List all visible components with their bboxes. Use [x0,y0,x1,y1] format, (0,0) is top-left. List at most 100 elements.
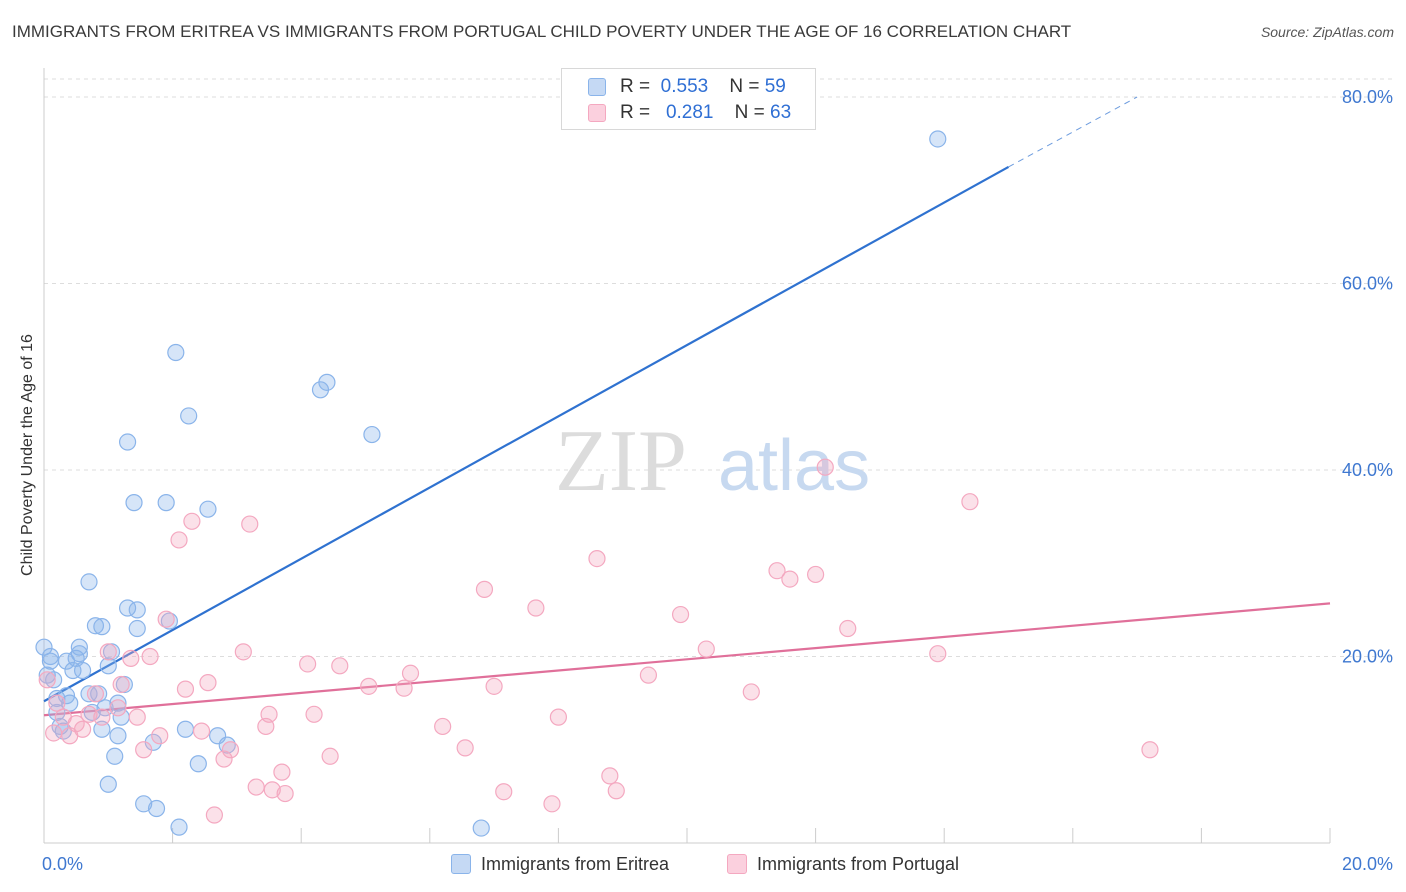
eritrea-point [929,130,947,148]
portugal-point [543,795,561,813]
y-tick-label: 40.0% [1342,460,1393,480]
portugal-point [485,677,503,695]
portugal-point [1141,741,1159,759]
bottom-legend-label-eritrea: Immigrants from Eritrea [481,853,670,874]
bottom-legend-eritrea: Immigrants from Eritrea [451,852,669,876]
legend-r-label: R = [620,102,651,123]
eritrea-point [70,645,88,663]
eritrea-point [199,500,217,518]
legend-row-eritrea: R = 0.553 N = 59 [588,75,786,99]
portugal-point [806,565,825,584]
eritrea-point [57,652,76,670]
portugal-point [495,783,513,801]
eritrea-point [109,694,127,712]
portugal-point [122,649,140,667]
eritrea-point [472,819,490,837]
eritrea-point [363,425,381,444]
portugal-point [816,458,834,476]
legend-n-value-eritrea: 59 [764,76,786,97]
portugal-point [549,708,568,726]
portugal-point [475,580,494,598]
portugal-point [38,671,56,689]
portugal-point [331,657,349,675]
y-tick-label: 60.0% [1342,274,1393,294]
portugal-point [112,675,130,694]
eritrea-point [70,638,88,656]
chart-title: IMMIGRANTS FROM ERITREA VS IMMIGRANTS FR… [12,22,1072,41]
eritrea-point [218,736,236,754]
portugal-point [151,727,169,745]
portugal-point [929,645,947,663]
portugal-point [234,643,252,661]
portugal-point [128,708,146,726]
portugal-point [170,531,188,549]
portugal-point [80,705,98,723]
portugal-point [199,674,217,692]
eritrea-point [73,661,92,680]
eritrea-point [128,619,146,638]
eritrea-point [106,747,124,765]
x-axis-tick-labels: 0.0% 20.0% [42,854,1393,874]
legend-n-value-portugal: 63 [770,102,792,123]
portugal-point [247,778,265,796]
portugal-point [176,680,195,698]
watermark-zip: ZIP [555,413,687,510]
legend-swatch-eritrea [588,78,606,96]
x-tick-label: 20.0% [1342,854,1393,874]
y-tick-label: 20.0% [1342,647,1393,667]
eritrea-point [135,795,153,813]
eritrea-point [86,617,105,635]
portugal-point [263,781,281,799]
portugal-point [109,699,127,717]
eritrea-point [125,494,143,512]
portugal-point [961,493,979,511]
portugal-point [697,640,715,658]
portugal-point [601,767,619,785]
portugal-point [401,664,420,682]
portugal-point [135,741,153,759]
eritrea-point [157,494,175,512]
x-axis-ticks [43,828,1331,843]
portugal-point [434,717,452,736]
eritrea-point [35,638,53,656]
eritrea-point [170,818,188,836]
portugal-point [99,643,117,661]
data-points [35,130,1159,837]
portugal-point [273,763,291,781]
legend-swatch-portugal [588,104,606,122]
legend-r-value-portugal: 0.281 [665,102,714,123]
portugal-point [48,694,66,712]
eritrea-point [99,657,117,675]
legend-n-label: N = [729,76,760,97]
portugal-point [192,722,211,740]
y-axis-label: Child Poverty Under the Age of 16 [19,334,36,576]
portugal-point [205,806,223,824]
eritrea-point [93,720,111,738]
eritrea-point [80,573,98,591]
legend: R = 0.553 N = 59 R = 0.281 N = 63 [561,68,816,130]
portugal-point [276,784,294,803]
portugal-point [607,782,625,800]
portugal-point [588,549,606,568]
eritrea-trend-extension [1008,96,1138,168]
portugal-point [671,605,690,624]
portugal-point [527,599,545,617]
legend-r-label: R = [620,76,651,97]
eritrea-point [147,799,166,818]
y-axis-tick-labels: 20.0% 40.0% 60.0% 80.0% [1342,87,1393,667]
watermark: ZIP atlas [555,413,870,510]
portugal-point [305,705,323,723]
portugal-point [93,708,111,726]
watermark-atlas: atlas [718,426,870,506]
portugal-point [86,685,105,703]
bottom-legend-portugal: Immigrants from Portugal [727,852,959,876]
portugal-point [321,747,339,765]
portugal-point [360,677,378,695]
bottom-legend-swatch-portugal [727,854,747,874]
portugal-point [839,619,857,638]
portugal-trend-line [43,602,1331,717]
portugal-point [215,750,233,768]
legend-r-value-eritrea: 0.553 [660,76,709,97]
eritrea-point [99,775,117,793]
